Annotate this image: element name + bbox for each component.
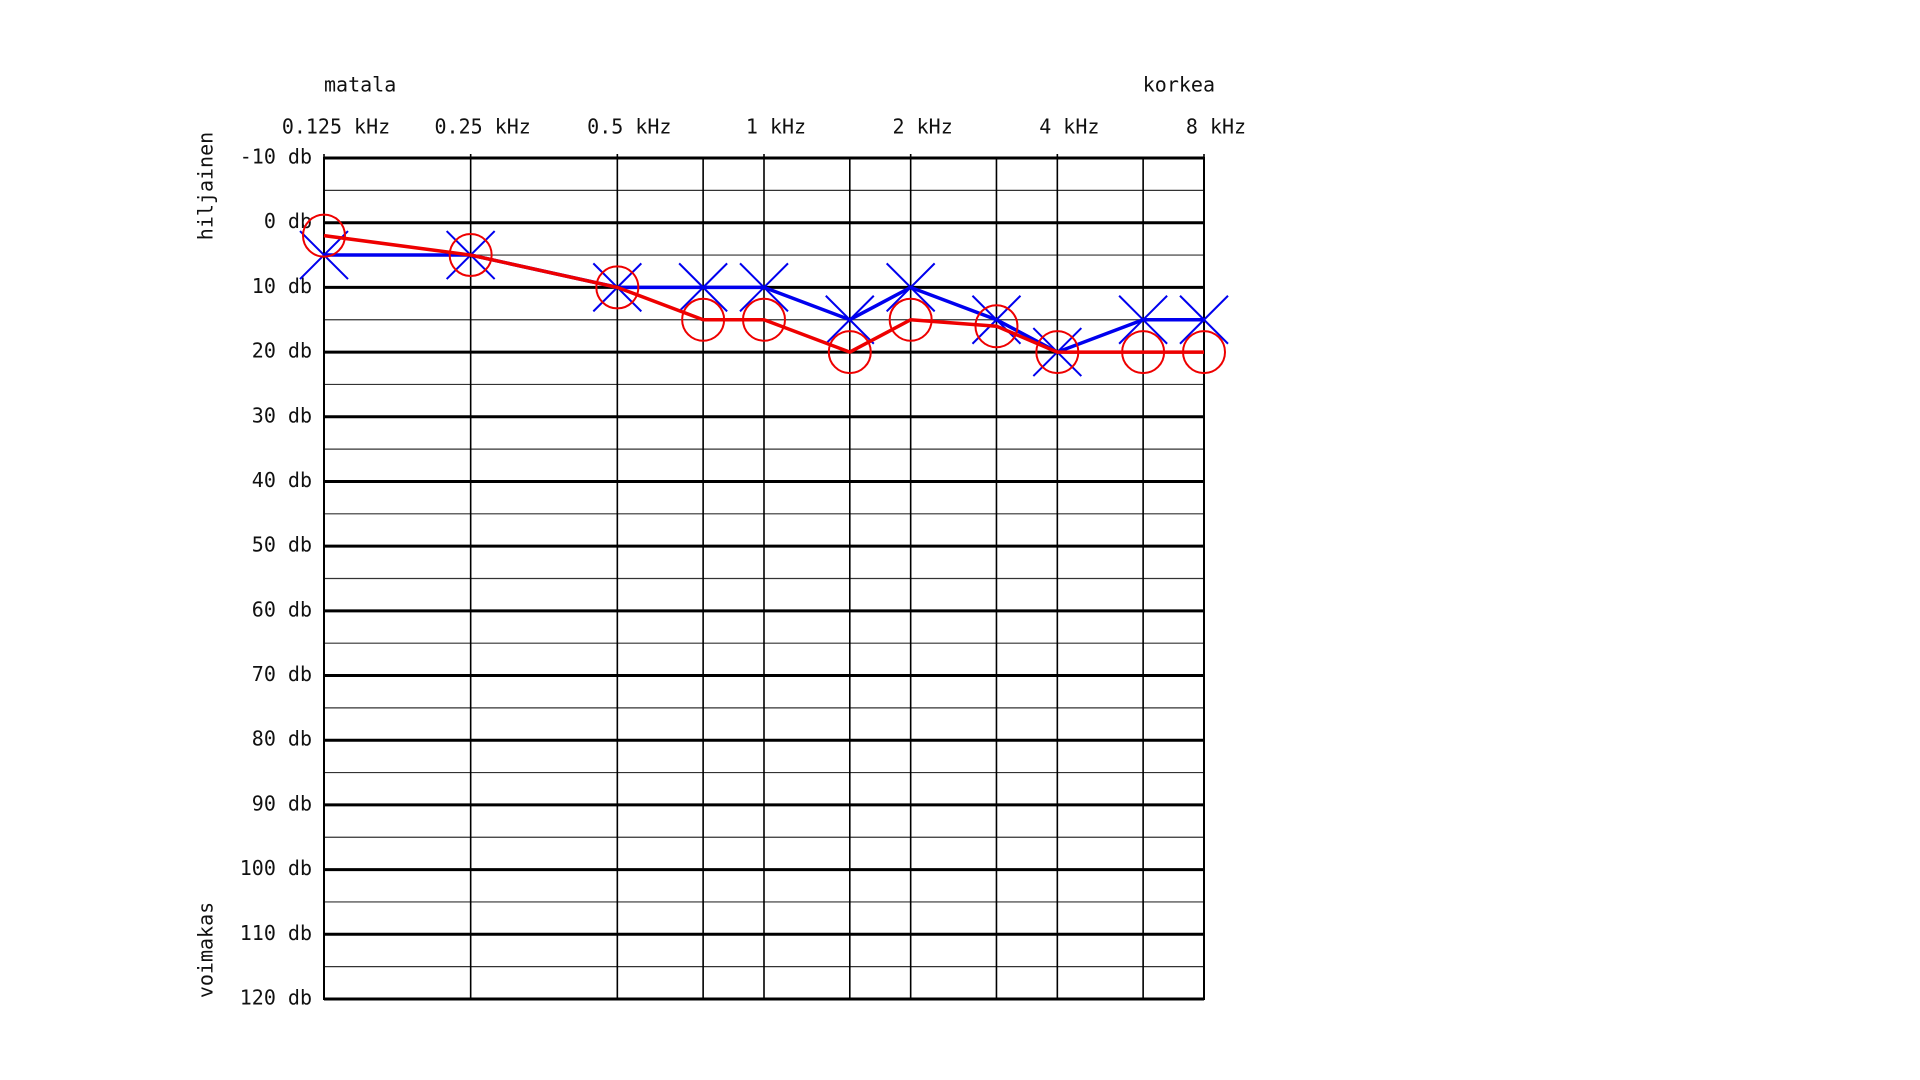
- x-tick-label: 1 kHz: [746, 115, 806, 139]
- marker-circle: [448, 233, 493, 278]
- x-tick-label: 8 kHz: [1186, 115, 1246, 139]
- x-tick-label: 4 kHz: [1039, 115, 1099, 139]
- y-tick-label: 50 db: [252, 533, 312, 557]
- marker-cross: [1179, 295, 1229, 345]
- marker-circle: [888, 297, 933, 342]
- y-tick-label: 90 db: [252, 791, 312, 815]
- marker-cross: [1118, 295, 1168, 345]
- marker-cross: [739, 262, 789, 313]
- marker-circle: [681, 297, 726, 342]
- marker-circle: [1035, 330, 1080, 375]
- marker-circle: [1121, 330, 1166, 375]
- marker-circle: [302, 213, 346, 258]
- series-line: [323, 233, 1204, 354]
- y-tick-label: 80 db: [252, 727, 312, 751]
- loud-label: voimakas: [194, 902, 218, 998]
- high-label: korkea: [1143, 73, 1215, 97]
- x-tick-label: 2 kHz: [893, 115, 953, 139]
- low-label: matala: [324, 73, 396, 97]
- x-tick-label: 0.125 kHz: [282, 115, 390, 139]
- y-tick-label: 30 db: [252, 403, 312, 427]
- y-tick-label: 20 db: [252, 339, 312, 363]
- marker-cross: [678, 262, 728, 313]
- y-tick-label: 100 db: [240, 856, 312, 880]
- y-tick-label: 70 db: [252, 662, 312, 686]
- marker-cross: [825, 295, 875, 345]
- y-tick-label: 60 db: [252, 597, 312, 621]
- marker-cross: [885, 262, 936, 313]
- y-tick-label: 120 db: [240, 986, 312, 1010]
- x-tick-label: 0.25 kHz: [435, 115, 531, 139]
- quiet-label: hiljainen: [194, 132, 218, 240]
- marker-circle: [742, 297, 786, 342]
- marker-circle: [1182, 330, 1226, 375]
- y-tick-label: -10 db: [240, 145, 312, 169]
- marker-circle: [974, 304, 1019, 349]
- y-tick-label: 110 db: [240, 921, 312, 945]
- plot-frame: [323, 157, 1205, 1000]
- marker-circle: [827, 330, 872, 375]
- marker-cross: [971, 295, 1022, 345]
- y-tick-label: 40 db: [252, 468, 312, 492]
- marker-circle: [595, 265, 640, 310]
- x-tick-label: 0.5 kHz: [587, 115, 671, 139]
